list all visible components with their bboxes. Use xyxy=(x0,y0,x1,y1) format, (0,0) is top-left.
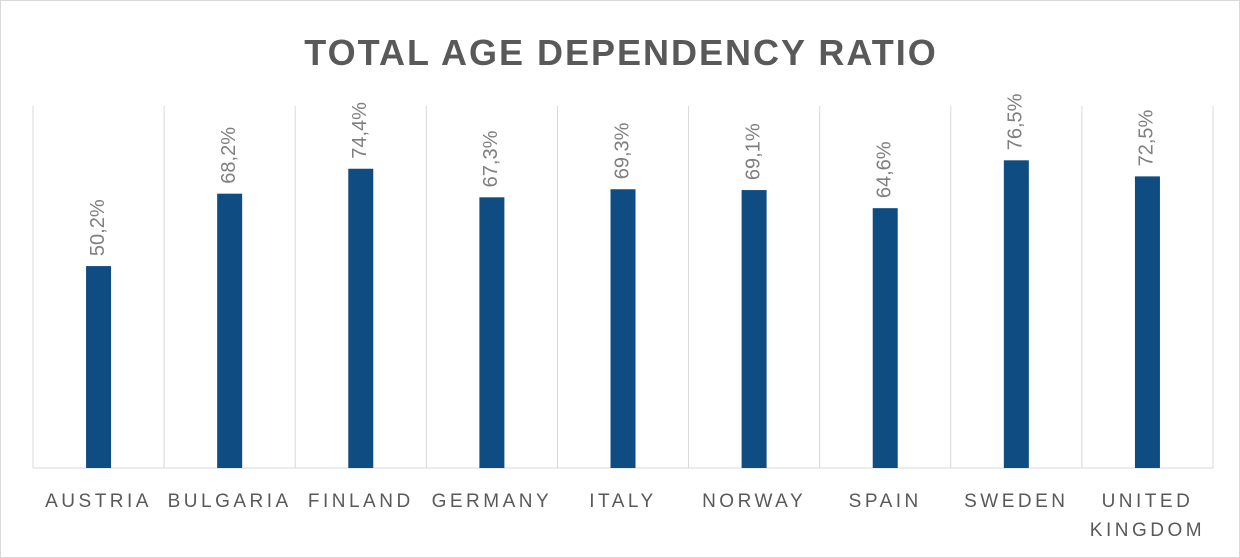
data-label: 68,2% xyxy=(218,127,240,184)
x-tick-label: SWEDEN xyxy=(964,491,1069,512)
bar xyxy=(1003,160,1029,469)
data-label: 67,3% xyxy=(480,130,502,187)
data-label: 69,3% xyxy=(611,122,633,179)
x-tick-label: FINLAND xyxy=(307,491,414,512)
bar xyxy=(217,193,243,468)
x-tick-label: NORWAY xyxy=(702,491,807,512)
data-label: 69,1% xyxy=(742,123,764,180)
x-tick-label: BULGARIA xyxy=(167,491,292,512)
data-label: 64,6% xyxy=(874,141,896,198)
bar xyxy=(348,168,374,468)
bar xyxy=(1134,176,1160,468)
data-label: 76,5% xyxy=(1005,93,1027,150)
data-label: 50,2% xyxy=(87,199,109,256)
x-tick-label: SPAIN xyxy=(848,491,922,512)
bar xyxy=(86,266,112,468)
chart-title: TOTAL AGE DEPENDENCY RATIO xyxy=(304,32,937,73)
data-label: 74,4% xyxy=(349,102,371,159)
bar xyxy=(479,197,505,468)
bar xyxy=(610,189,636,468)
bar xyxy=(872,208,898,469)
x-tick-label: GERMANY xyxy=(431,491,553,512)
x-tick-label: ITALY xyxy=(589,491,657,512)
x-tick-label: AUSTRIA xyxy=(45,491,152,512)
x-tick-label: UNITED KINGDOM xyxy=(1089,491,1206,541)
data-label: 72,5% xyxy=(1136,109,1158,166)
bar xyxy=(741,190,767,468)
